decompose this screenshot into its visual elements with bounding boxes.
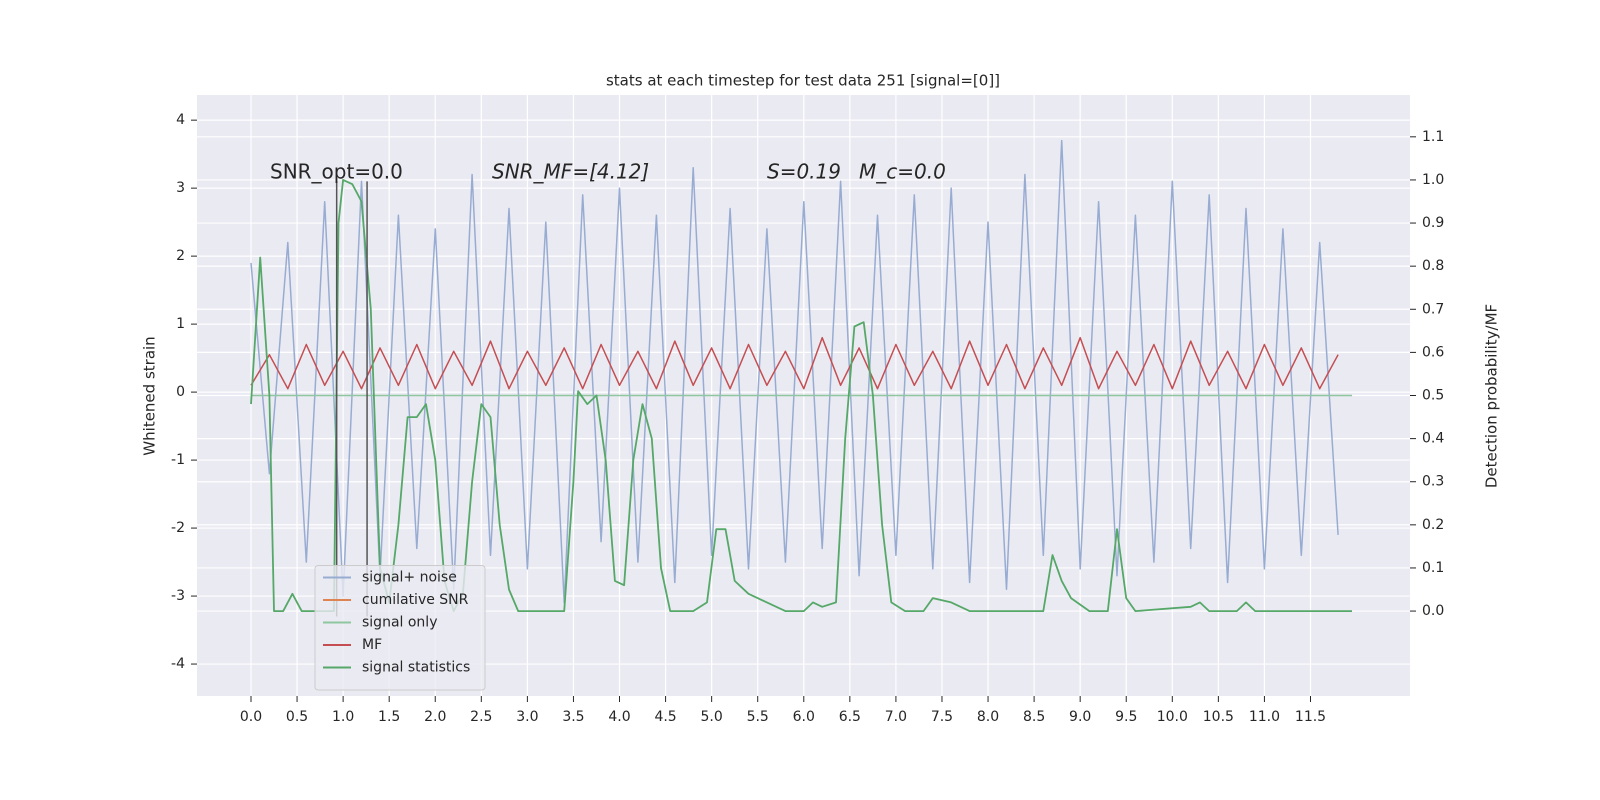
legend-label: signal only — [362, 615, 437, 631]
y2-tick-label: 0.9 — [1422, 215, 1444, 231]
y2-axis-label: Detection probability/MF — [1483, 304, 1501, 488]
x-tick-label: 2.0 — [424, 709, 446, 725]
y-tick-label: -2 — [171, 520, 185, 536]
x-tick-label: 3.5 — [562, 709, 584, 725]
x-tick-label: 8.0 — [977, 709, 999, 725]
x-tick-label: 7.5 — [931, 709, 953, 725]
x-tick-label: 1.0 — [332, 709, 354, 725]
x-tick-label: 4.5 — [654, 709, 676, 725]
x-tick-label: 6.0 — [793, 709, 815, 725]
x-tick-label: 5.5 — [747, 709, 769, 725]
annotation: M_c=0.0 — [859, 160, 946, 184]
legend-box — [314, 565, 486, 691]
y2-tick-label: 0.8 — [1422, 258, 1444, 274]
annotation: S=0.19 — [767, 160, 841, 184]
y2-tick-label: 0.5 — [1422, 388, 1444, 404]
y-tick-label: 3 — [176, 180, 185, 196]
y-axis-label: Whitened strain — [141, 336, 159, 455]
x-tick-label: 10.0 — [1157, 709, 1188, 725]
legend-label: signal+ noise — [362, 570, 457, 586]
y-tick-label: 1 — [176, 316, 185, 332]
x-tick-label: 1.5 — [378, 709, 400, 725]
x-tick-label: 8.5 — [1023, 709, 1045, 725]
legend-label: signal statistics — [362, 660, 470, 676]
x-tick-label: 6.5 — [839, 709, 861, 725]
x-tick-label: 0.5 — [286, 709, 308, 725]
y-tick-label: -3 — [171, 588, 185, 604]
y2-tick-label: 0.6 — [1422, 344, 1444, 360]
legend-label: MF — [362, 637, 382, 653]
legend-label: cumilative SNR — [362, 592, 469, 608]
x-tick-label: 3.0 — [516, 709, 538, 725]
x-tick-label: 9.5 — [1115, 709, 1137, 725]
x-tick-label: 2.5 — [470, 709, 492, 725]
y-tick-label: 0 — [176, 384, 185, 400]
series-line — [250, 336, 1339, 390]
series-line — [250, 139, 1339, 604]
axes: 0.0 0.5 1.0 1.5 2.0 2.5 3.0 3.5 4.0 4.5 5.0 5.5 6.0 6… — [171, 112, 1444, 725]
annotation: SNR_MF=[4.12] — [492, 160, 649, 184]
x-tick-label: 5.0 — [701, 709, 723, 725]
annotation: SNR_opt=0.0 — [270, 160, 403, 184]
y2-tick-label: 0.7 — [1422, 301, 1444, 317]
legend: signal+ noise cumilative SNR signal only MF… — [314, 565, 486, 691]
x-tick-label: 10.5 — [1203, 709, 1234, 725]
x-tick-label: 0.0 — [240, 709, 262, 725]
y2-tick-label: 0.3 — [1422, 474, 1444, 490]
y-tick-label: -1 — [171, 452, 185, 468]
y-tick-label: -4 — [171, 656, 185, 672]
x-tick-label: 11.5 — [1295, 709, 1326, 725]
x-tick-label: 7.0 — [885, 709, 907, 725]
y2-tick-label: 1.1 — [1422, 129, 1444, 145]
y2-tick-label: 1.0 — [1422, 172, 1444, 188]
y-tick-label: 4 — [176, 112, 185, 128]
y2-tick-label: 0.4 — [1422, 431, 1444, 447]
y2-tick-label: 0.1 — [1422, 560, 1444, 576]
chart-title: stats at each timestep for test data 251… — [606, 72, 1000, 90]
y2-tick-label: 0.0 — [1422, 603, 1444, 619]
x-tick-label: 9.0 — [1069, 709, 1091, 725]
x-tick-label: 4.0 — [608, 709, 630, 725]
y-tick-label: 2 — [176, 248, 185, 264]
y2-tick-label: 0.2 — [1422, 517, 1444, 533]
x-tick-label: 11.0 — [1249, 709, 1280, 725]
